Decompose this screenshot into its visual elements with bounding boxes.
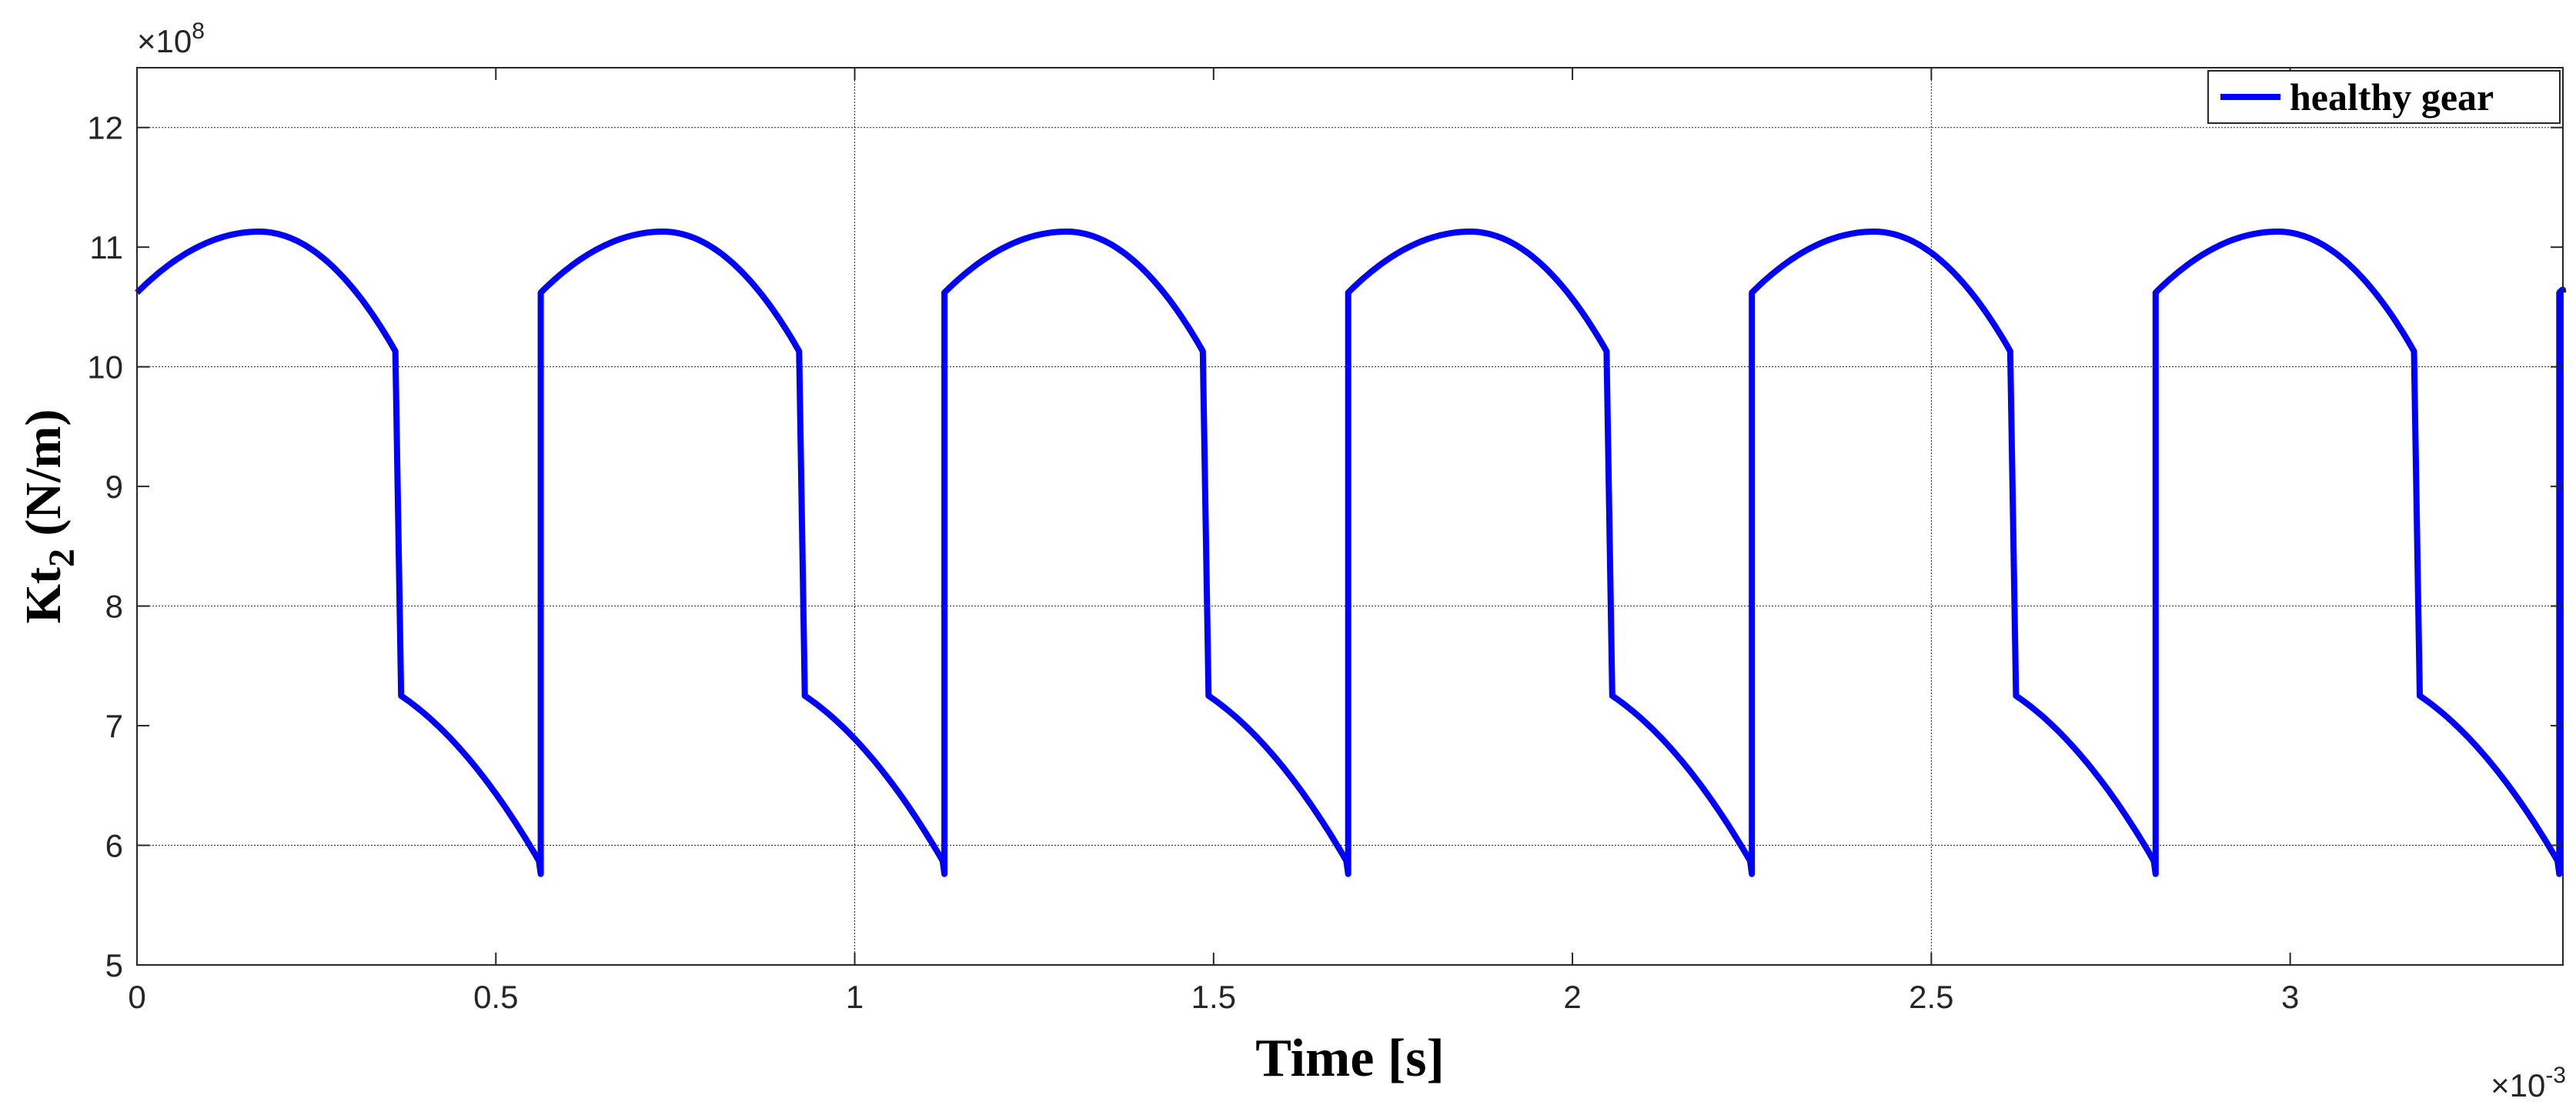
series-line-healthy-gear	[135, 229, 2566, 877]
x-tick-label: 2.5	[1909, 979, 1953, 1015]
legend-label: healthy gear	[2290, 75, 2494, 119]
x-tick-label: 3	[2281, 979, 2299, 1015]
x-tick-label: 0.5	[473, 979, 518, 1015]
y-axis-title: Kt2 (N/m)	[15, 409, 82, 624]
x-axis-ticks: 0 0.5 1 1.5 2 2.5 3	[128, 68, 2299, 1015]
y-tick-label: 12	[87, 110, 123, 146]
x-tick-label: 1	[846, 979, 864, 1015]
y-tick-label: 6	[105, 828, 123, 864]
x-axis-exponent: ×10-3	[2491, 1063, 2566, 1103]
legend: healthy gear	[2207, 70, 2561, 124]
plot-frame	[136, 67, 2564, 966]
y-tick-label: 9	[105, 469, 123, 505]
y-tick-label: 7	[105, 708, 123, 744]
x-axis-title: Time [s]	[1255, 1029, 1445, 1088]
y-axis-ticks: 5 6 7 8 9 10 11 12	[87, 110, 2563, 983]
x-tick-label: 0	[128, 979, 145, 1015]
x-tick-label: 2	[1563, 979, 1581, 1015]
y-tick-label: 10	[87, 349, 123, 386]
y-tick-label: 5	[105, 947, 123, 983]
series-layer	[135, 229, 2566, 877]
y-axis-exponent: ×108	[137, 18, 205, 59]
y-tick-label: 8	[105, 589, 123, 625]
x-tick-label: 1.5	[1191, 979, 1236, 1015]
y-tick-label: 11	[89, 229, 123, 265]
